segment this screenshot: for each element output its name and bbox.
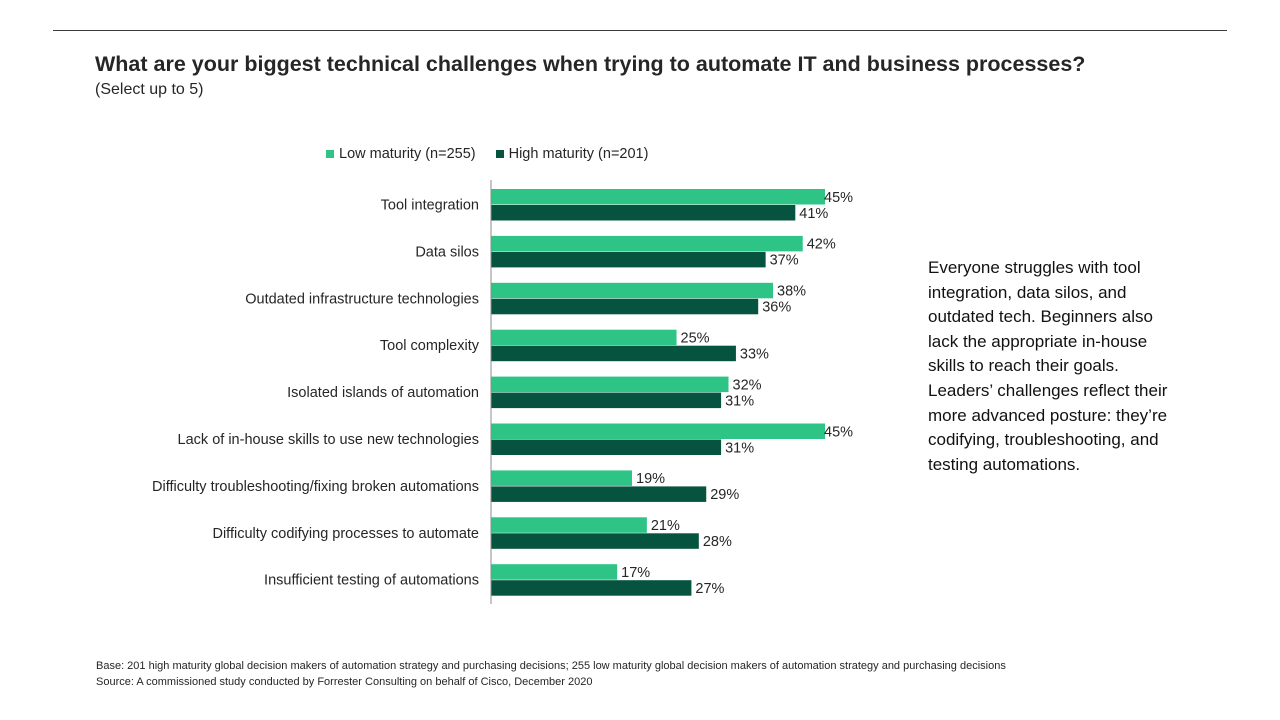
category-label: Tool integration: [381, 198, 479, 214]
bar-high-maturity: [491, 298, 759, 315]
category-label: Insufficient testing of automations: [264, 573, 479, 589]
bar-low-maturity: [491, 235, 803, 252]
legend-item-high: High maturity (n=201): [495, 146, 649, 162]
data-label: 33%: [740, 346, 769, 362]
footnote-source: Source: A commissioned study conducted b…: [96, 676, 593, 688]
bar-high-maturity: [491, 580, 692, 596]
commentary-line: skills to reach their goals.: [928, 356, 1119, 376]
data-label: 25%: [681, 330, 710, 346]
category-label: Difficulty troubleshooting/fixing broken…: [152, 479, 479, 495]
bar-low-maturity: [491, 423, 825, 439]
bar-high-maturity: [491, 205, 796, 221]
data-label: 38%: [777, 284, 806, 300]
category-label: Difficulty codifying processes to automa…: [212, 526, 479, 542]
bar-high-maturity: [491, 533, 699, 549]
data-label: 32%: [733, 377, 762, 393]
bar-low-maturity: [491, 376, 729, 393]
bar-high-maturity: [491, 251, 766, 268]
commentary-line: outdated tech. Beginners also: [928, 307, 1153, 327]
data-label: 27%: [695, 581, 724, 597]
bar-low-maturity: [491, 564, 618, 580]
data-label: 17%: [621, 565, 650, 581]
commentary-line: Everyone struggles with tool: [928, 258, 1141, 277]
legend: Low maturity (n=255) High maturity (n=20…: [326, 146, 648, 162]
commentary-line: Leaders’ challenges reflect their: [928, 380, 1168, 400]
category-label: Isolated islands of automation: [287, 385, 479, 401]
category-label: Lack of in-house skills to use new techn…: [178, 432, 479, 448]
bar-low-maturity: [491, 517, 647, 533]
legend-swatch-high: [495, 150, 504, 158]
top-divider: [53, 30, 1227, 31]
commentary-line: lack the appropriate in-house: [928, 331, 1148, 351]
commentary-line: more advanced posture: they’re: [928, 405, 1168, 425]
data-label: 21%: [651, 518, 680, 534]
category-label: Data silos: [415, 244, 479, 260]
data-label: 36%: [762, 300, 791, 316]
data-label: 45%: [824, 190, 853, 206]
commentary-text: Everyone struggles with tool integration…: [928, 256, 1167, 477]
footnote-base: Base: 201 high maturity global decision …: [96, 660, 1006, 672]
legend-label-high: High maturity (n=201): [508, 146, 649, 162]
legend-swatch-low: [326, 150, 334, 158]
data-label: 42%: [807, 237, 836, 253]
data-label: 37%: [770, 253, 799, 269]
commentary-line: testing automations.: [928, 454, 1081, 474]
bar-high-maturity: [491, 439, 722, 455]
bar-low-maturity: [491, 189, 825, 205]
bar-low-maturity: [491, 329, 677, 346]
commentary-line: integration, data silos, and: [928, 282, 1127, 302]
bar-high-maturity: [491, 345, 736, 362]
legend-label-low: Low maturity (n=255): [339, 146, 476, 162]
bar-low-maturity: [491, 470, 633, 486]
bar-low-maturity: [491, 282, 774, 299]
commentary-line: codifying, troubleshooting, and: [928, 430, 1159, 450]
bar-high-maturity: [491, 392, 722, 409]
data-label: 31%: [725, 393, 754, 409]
chart-subtitle: (Select up to 5): [95, 81, 204, 98]
data-label: 28%: [703, 534, 732, 550]
data-label: 31%: [725, 440, 754, 456]
bar-high-maturity: [491, 486, 707, 502]
data-label: 19%: [636, 471, 665, 487]
data-label: 41%: [799, 206, 828, 222]
category-label: Tool complexity: [380, 338, 480, 354]
chart-title: What are your biggest technical challeng…: [95, 52, 1086, 76]
data-label: 29%: [710, 487, 739, 503]
category-label: Outdated infrastructure technologies: [245, 291, 479, 307]
data-label: 45%: [824, 424, 853, 440]
legend-item-low: Low maturity (n=255): [326, 146, 476, 162]
